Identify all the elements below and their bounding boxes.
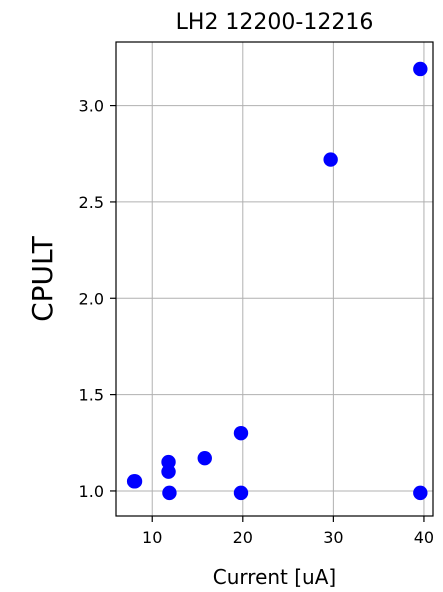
axes-frame xyxy=(115,41,434,517)
tick-labels: 10 20 30 40 1.0 1.5 2.0 2.5 3.0 xyxy=(79,97,435,547)
x-tick-label: 30 xyxy=(323,528,343,547)
y-tick-label: 3.0 xyxy=(79,97,104,116)
y-tick-label: 2.5 xyxy=(79,193,104,212)
chart-title: LH2 12200-12216 xyxy=(176,10,374,35)
y-tick-label: 2.0 xyxy=(79,289,104,308)
data-point xyxy=(233,485,249,501)
y-axis-label: CPULT xyxy=(26,235,59,322)
x-tick-label: 40 xyxy=(414,528,434,547)
data-point xyxy=(413,485,428,501)
data-point xyxy=(161,464,176,479)
tick-marks xyxy=(110,104,425,522)
data-point xyxy=(127,474,143,489)
x-tick-label: 20 xyxy=(233,528,253,547)
x-tick-label: 10 xyxy=(142,528,162,547)
y-tick-label: 1.5 xyxy=(79,386,104,405)
data-points xyxy=(126,61,428,501)
data-point xyxy=(323,152,338,167)
data-point xyxy=(162,485,177,501)
data-point xyxy=(197,450,212,466)
grid-lines xyxy=(116,42,433,516)
data-point xyxy=(233,425,249,441)
y-tick-label: 1.0 xyxy=(79,482,104,501)
x-axis-label: Current [uA] xyxy=(213,565,336,589)
data-point xyxy=(413,61,428,77)
